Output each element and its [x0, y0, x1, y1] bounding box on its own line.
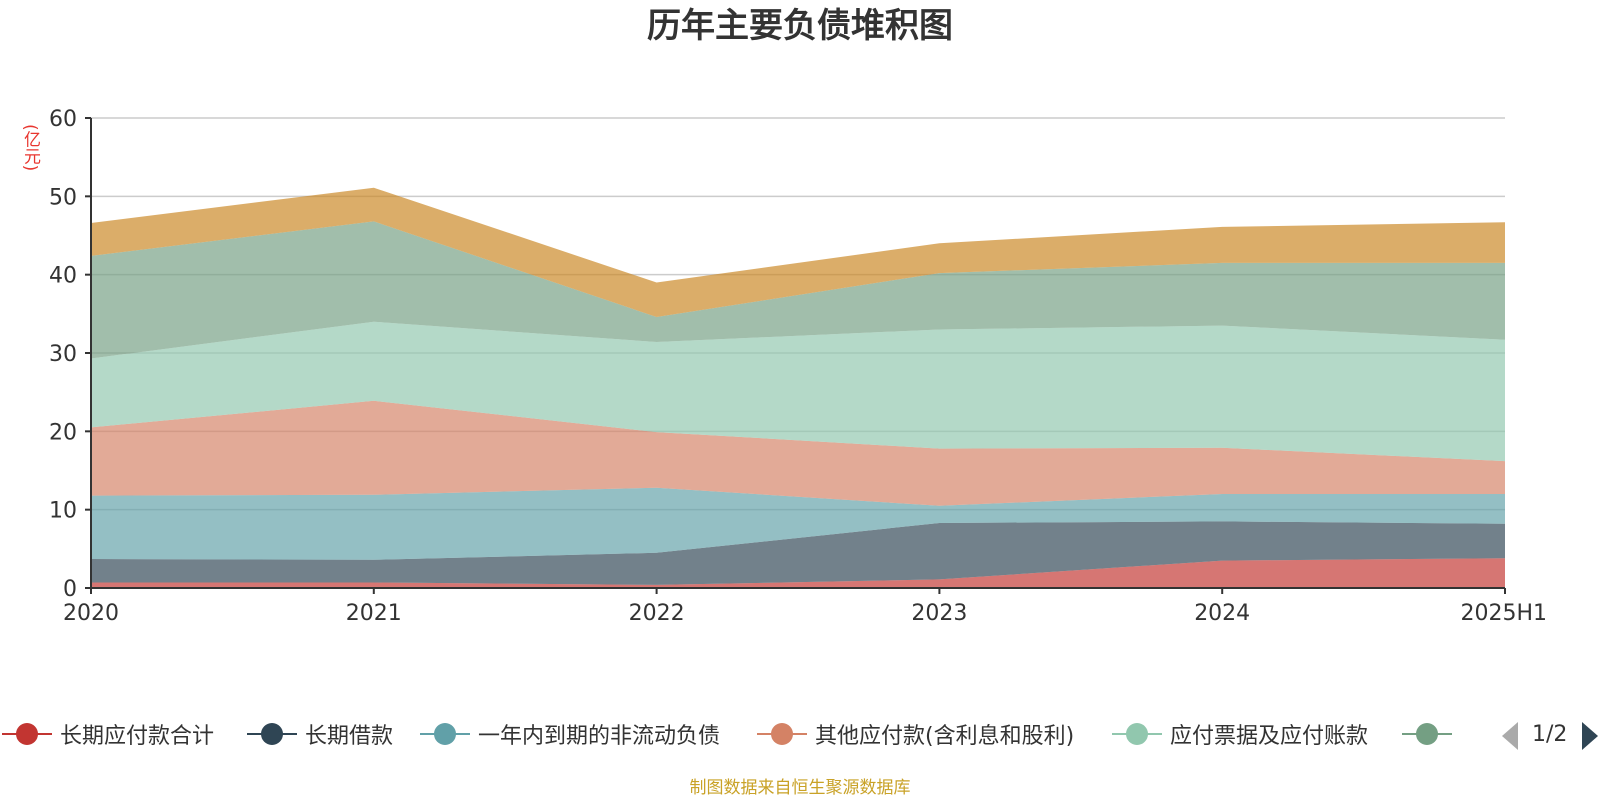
area-series-5: [91, 321, 1505, 462]
legend-marker-icon: [755, 719, 809, 749]
chart-title: 历年主要负债堆积图: [647, 6, 953, 46]
legend-next-page-icon[interactable]: [1582, 722, 1598, 750]
legend-marker-icon: [1110, 719, 1164, 749]
stacked-area-chart: 0 10 20 30 40 50 60 2020 2021 2022 2023 2024 2025H1: [49, 107, 1547, 626]
legend-marker-icon: [0, 719, 54, 749]
legend-item-5[interactable]: 应付票据及应付账款: [1110, 712, 1368, 756]
x-tick-label-2020: 2020: [63, 601, 119, 626]
legend-label: 长期应付款合计: [60, 724, 215, 749]
y-tick-label-40: 40: [49, 264, 77, 289]
legend-item-4[interactable]: 其他应付款(含利息和股利): [755, 712, 1074, 756]
x-tick-label-2023: 2023: [911, 601, 967, 626]
area-series-3: [91, 487, 1505, 560]
y-tick-label-30: 30: [49, 342, 77, 367]
legend-pager: 1/2: [1498, 720, 1600, 750]
y-tick-label-10: 10: [49, 499, 77, 524]
legend-marker-icon: [245, 719, 299, 749]
area-series-6: [91, 221, 1505, 359]
axes: [85, 117, 1506, 594]
legend-label: 其他应付款(含利息和股利): [815, 724, 1075, 749]
x-tick-label-2022: 2022: [629, 601, 685, 626]
y-tick-label-20: 20: [49, 420, 77, 445]
x-tick-label-2024: 2024: [1194, 601, 1250, 626]
legend-label: 长期借款: [305, 724, 394, 749]
x-tick-label-2025H1: 2025H1: [1460, 601, 1547, 626]
area-series-1: [91, 558, 1505, 588]
legend-item-1[interactable]: 长期应付款合计: [0, 712, 214, 756]
legend-page-indicator: 1/2: [1532, 722, 1568, 747]
x-tick-label-2021: 2021: [346, 601, 402, 626]
y-tick-label-0: 0: [63, 577, 77, 602]
area-series-7: [91, 187, 1505, 317]
tick-labels: 0 10 20 30 40 50 60 2020 2021 2022 2023 2024 2025H1: [49, 107, 1547, 626]
legend-item-2[interactable]: 长期借款: [245, 712, 393, 756]
legend-label: 应付票据及应付账款: [1170, 724, 1369, 749]
legend-item-3[interactable]: 一年内到期的非流动负债: [418, 712, 720, 756]
legend: 长期应付款合计 长期借款 一年内到期的非流动负债 其他应付款(含利息和股利) 应付票据及…: [0, 712, 1600, 756]
area-series-4: [91, 400, 1505, 506]
data-source-note: 制图数据来自恒生聚源数据库: [689, 778, 911, 798]
legend-marker-icon: [1400, 719, 1454, 749]
y-tick-label-50: 50: [49, 185, 77, 210]
y-axis-unit-label: (亿元): [20, 124, 40, 172]
legend-item-6[interactable]: [1400, 712, 1454, 756]
legend-prev-page-icon[interactable]: [1502, 722, 1518, 750]
legend-label: 一年内到期的非流动负债: [478, 724, 721, 749]
legend-marker-icon: [418, 719, 472, 749]
area-series-2: [91, 521, 1505, 585]
y-tick-label-60: 60: [49, 107, 77, 132]
area-series: [91, 187, 1505, 588]
